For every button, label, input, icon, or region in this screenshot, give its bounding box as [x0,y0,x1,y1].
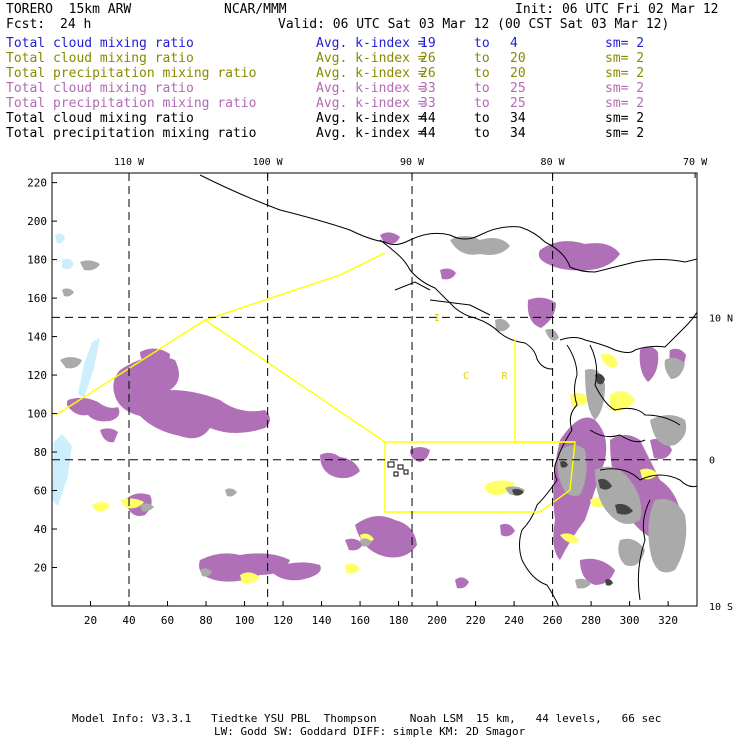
fcst-value: 24 h [60,17,92,32]
x-tick-label: 80 [199,614,212,627]
cloud-dark-cores [512,373,633,586]
domain-lines [55,252,576,513]
y-tick-label: 140 [27,331,47,344]
legend-to: 20 [510,51,526,66]
legend-index: Avg. k-index = [316,126,426,141]
legend-index: Avg. k-index = [316,66,426,81]
legend-from: 19 [420,36,436,51]
model-title: TORERO 15km ARW [6,2,132,17]
x-tick-label: 140 [312,614,332,627]
legend-field: Total precipitation mixing ratio [6,126,257,141]
valid-time: Valid: 06 UTC Sat 03 Mar 12 (00 CST Sat … [278,17,670,32]
legend-to: 25 [510,96,526,111]
legend-index: Avg. k-index = [316,96,426,111]
lon-label: 80 W [541,157,566,168]
y-tick-label: 160 [27,292,47,305]
legend-field: Total cloud mixing ratio [6,81,194,96]
legend-sm: sm= 2 [605,81,645,96]
legend-to-word: to [474,81,490,96]
legend-sm: sm= 2 [605,96,645,111]
x-tick-label: 280 [581,614,601,627]
model-info-line2: LW: Godd SW: Goddard DIFF: simple KM: 2D… [214,725,526,738]
legend-from: 44 [420,126,436,141]
fcst-label: Fcst: [6,17,46,32]
legend-index: Avg. k-index = [316,36,426,51]
legend-to: 34 [510,126,526,141]
legend-sm: sm= 2 [605,66,645,81]
legend-to-word: to [474,126,490,141]
legend-from: 26 [420,66,436,81]
x-tick-label: 60 [161,614,174,627]
center-label: NCAR/MMM [224,2,287,17]
x-tick-label: 320 [658,614,678,627]
lat-label: 10 N [709,313,733,324]
y-tick-label: 200 [27,215,47,228]
model-info-line1: Model Info: V3.3.1 Tiedtke YSU PBL Thomp… [72,712,662,725]
map-text-label: C [463,371,469,382]
legend-sm: sm= 2 [605,111,645,126]
init-time: Init: 06 UTC Fri 02 Mar 12 [515,2,719,17]
legend-sm: sm= 2 [605,36,645,51]
x-tick-label: 240 [504,614,524,627]
legend-to: 20 [510,66,526,81]
y-tick-label: 20 [34,562,47,575]
legend-to-word: to [474,36,490,51]
coastlines [199,174,697,606]
lat-label: 0 [709,456,715,467]
legend-field: Total cloud mixing ratio [6,111,194,126]
lon-label: 110 W [114,157,145,168]
lat-label: 10 S [709,602,733,613]
y-axis: 20 40 60 80 100 120 140 160 180 200 220 [27,177,57,575]
y-tick-label: 60 [34,485,47,498]
legend-index: Avg. k-index = [316,81,426,96]
x-tick-label: 120 [273,614,293,627]
legend-field: Total precipitation mixing ratio [6,66,257,81]
x-tick-label: 40 [122,614,135,627]
latitude-labels: 10 N 0 10 S [692,313,733,613]
legend-field: Total cloud mixing ratio [6,51,194,66]
legend-to: 25 [510,81,526,96]
legend-to-word: to [474,51,490,66]
y-tick-label: 100 [27,408,47,421]
lon-label: 90 W [400,157,425,168]
legend-from: 33 [420,96,436,111]
legend-sm: sm= 2 [605,126,645,141]
y-tick-label: 80 [34,446,47,459]
x-tick-label: 100 [235,614,255,627]
legend-field: Total precipitation mixing ratio [6,96,257,111]
x-tick-label: 260 [543,614,563,627]
gridlines [52,173,697,606]
legend-index: Avg. k-index = [316,111,426,126]
map-text-label: R [501,371,508,382]
x-tick-label: 220 [466,614,486,627]
lon-label: 100 W [253,157,284,168]
legend-to-word: to [474,96,490,111]
y-tick-label: 220 [27,177,47,190]
legend-field: Total cloud mixing ratio [6,36,194,51]
longitude-labels: 110 W 100 W 90 W 80 W 70 W [114,157,708,178]
y-tick-label: 40 [34,523,47,536]
map-annotations: I C R [434,313,508,382]
lon-label: 70 W [683,157,708,168]
x-tick-label: 20 [84,614,97,627]
legend-from: 33 [420,81,436,96]
legend-sm: sm= 2 [605,51,645,66]
x-tick-label: 300 [620,614,640,627]
y-tick-label: 180 [27,254,47,267]
legend-to-word: to [474,66,490,81]
legend-to: 4 [510,36,518,51]
x-tick-label: 200 [427,614,447,627]
y-tick-label: 120 [27,369,47,382]
x-axis: 20 40 60 80 100 120 140 160 180 200 220 240 260 280 30… [84,601,678,627]
map-text-label: I [434,313,440,324]
x-tick-label: 160 [350,614,370,627]
legend-index: Avg. k-index = [316,51,426,66]
legend-to-word: to [474,111,490,126]
x-tick-label: 180 [389,614,409,627]
legend-from: 26 [420,51,436,66]
legend-from: 44 [420,111,436,126]
legend-to: 34 [510,111,526,126]
plot-frame [51,172,698,607]
